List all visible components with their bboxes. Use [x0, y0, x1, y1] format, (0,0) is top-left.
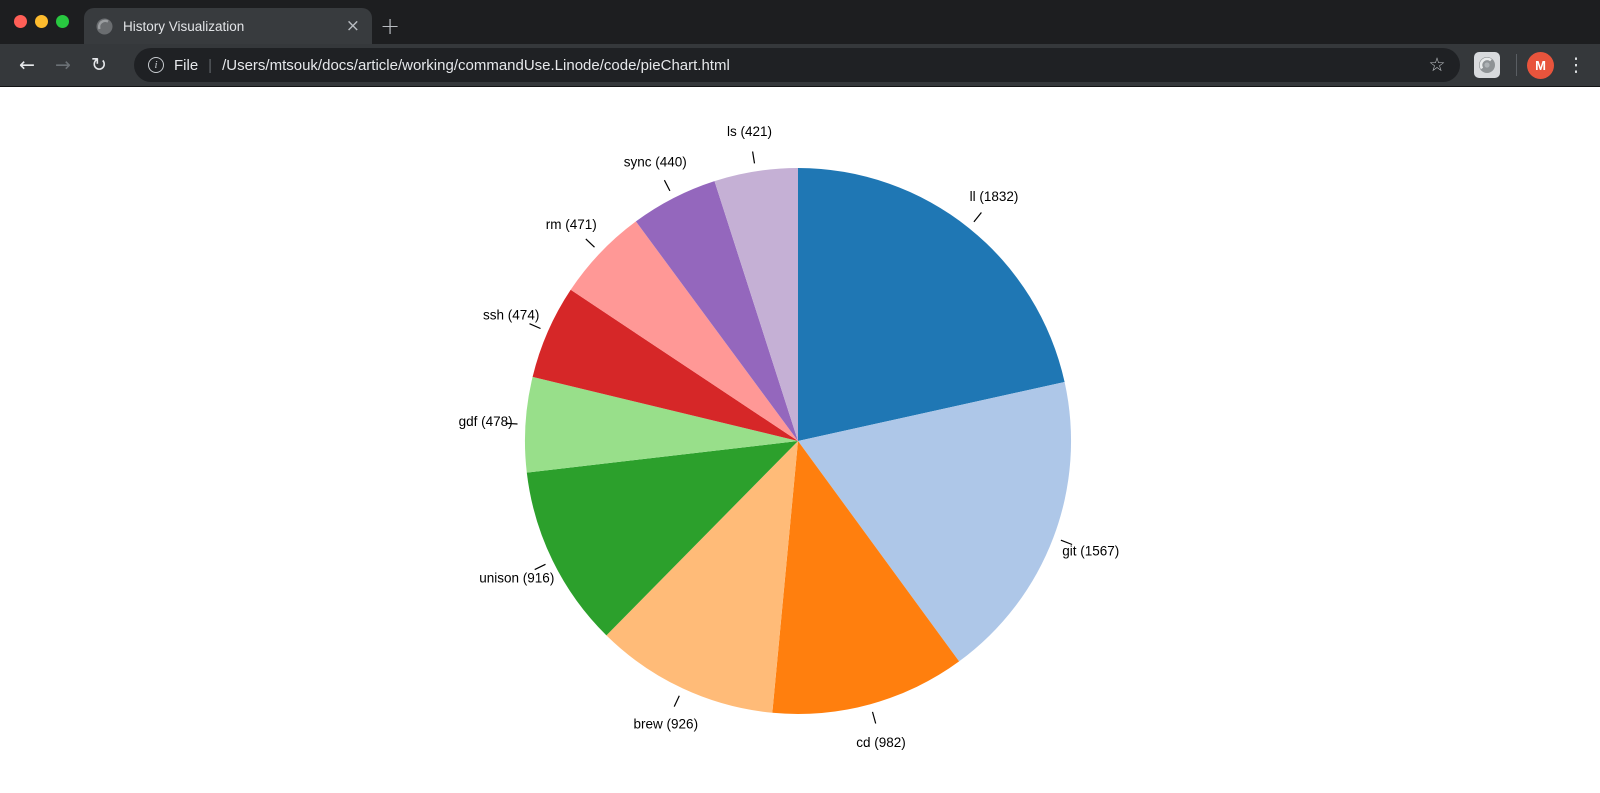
pie-tick-unison [534, 563, 546, 571]
pie-slice-cd [772, 441, 960, 715]
pie-tick-cd [871, 711, 877, 724]
pie-slice-ssh [532, 289, 798, 441]
pie-label-ll: ll (1832) [970, 189, 1019, 204]
bookmark-star-icon[interactable]: ☆ [1428, 54, 1446, 76]
page-info-icon[interactable]: i [148, 57, 164, 73]
pie-slice-brew [606, 441, 798, 713]
pie-slice-gdf [524, 376, 798, 473]
profile-avatar[interactable]: M [1527, 51, 1554, 79]
pie-label-unison: unison (916) [479, 570, 554, 585]
tab-favicon-icon [96, 18, 113, 35]
window-zoom-button[interactable] [56, 15, 69, 28]
pie-chart: ll (1832) git (1567) cd (982) brew (926) uni… [459, 124, 1120, 750]
browser-toolbar: ← → ↻ i File | /Users/mtsouk/docs/articl… [0, 44, 1600, 87]
tab-close-icon[interactable]: × [345, 15, 360, 36]
url-scheme-label: File [174, 56, 199, 74]
pie-slice-rm [570, 221, 798, 441]
window-minimize-button[interactable] [35, 15, 48, 28]
pie-slice-ll [798, 168, 1065, 441]
pie-label-brew: brew (926) [634, 717, 699, 732]
new-tab-button[interactable]: + [379, 12, 401, 40]
pie-tick-ssh [529, 323, 541, 330]
pie-tick-brew [673, 695, 680, 707]
pie-label-gdf: gdf (478) [459, 414, 513, 429]
pie-slice-sync [635, 181, 798, 441]
forward-button[interactable]: → [55, 54, 71, 76]
page-content: ll (1832) git (1567) cd (982) brew (926) uni… [0, 87, 1600, 793]
reload-button[interactable]: ↻ [91, 54, 107, 76]
pie-slice-ls [714, 168, 798, 441]
pie-tick-ls [752, 151, 756, 164]
pie-tick-rm [585, 238, 595, 248]
back-button[interactable]: ← [19, 54, 35, 76]
overflow-menu-icon[interactable]: ⋮ [1566, 54, 1586, 76]
pie-tick-git [1060, 539, 1073, 546]
tab-strip: History Visualization × + [0, 0, 1600, 44]
pie-slice-unison [526, 441, 798, 636]
pie-label-ssh: ssh (474) [483, 308, 539, 323]
tab-title: History Visualization [123, 18, 245, 34]
extension-icon[interactable] [1473, 52, 1500, 78]
pie-tick-ll [973, 212, 982, 223]
pie-label-cd: cd (982) [856, 735, 906, 750]
window-controls [14, 15, 69, 28]
pie-slice-git [798, 382, 1072, 662]
pie-label-rm: rm (471) [546, 217, 597, 232]
url-text[interactable]: /Users/mtsouk/docs/article/working/comma… [222, 56, 730, 74]
pie-label-git: git (1567) [1062, 544, 1119, 559]
window-close-button[interactable] [14, 15, 27, 28]
address-bar[interactable]: i File | /Users/mtsouk/docs/article/work… [134, 48, 1460, 82]
pie-tick-gdf [505, 422, 518, 425]
url-separator: | [208, 56, 213, 74]
pie-label-ls: ls (421) [727, 124, 772, 139]
pie-tick-sync [663, 179, 671, 192]
pie-label-sync: sync (440) [624, 154, 687, 169]
browser-tab[interactable]: History Visualization × [84, 8, 372, 44]
profile-initial: M [1535, 57, 1546, 73]
toolbar-separator [1515, 54, 1517, 76]
